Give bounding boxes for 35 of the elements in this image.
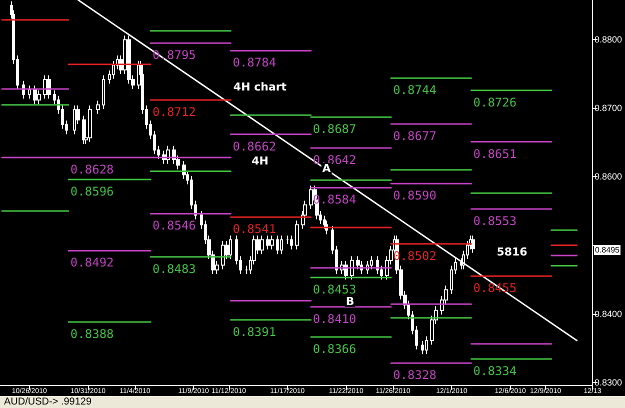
data-label: 0.8388: [70, 326, 114, 341]
data-label: 0.8391: [232, 324, 276, 339]
data-label: 0.8366: [312, 342, 356, 356]
data-label: 0.8784: [232, 56, 276, 70]
text: AUD/USD-> .99129: [4, 396, 92, 408]
y-tick-label: 0.8300: [594, 377, 622, 388]
annotation: 4H chart: [233, 80, 287, 94]
data-label: 0.8590: [393, 188, 436, 203]
data-label: 0.8334: [473, 364, 517, 378]
y-tick-label: 0.8600: [594, 172, 622, 182]
annotation: B: [346, 294, 354, 308]
data-label: 0.8726: [473, 95, 517, 110]
data-label: 0.8492: [70, 256, 114, 270]
text: 0.8495: [595, 246, 620, 254]
data-label: 0.8483: [152, 262, 196, 276]
data-label: 0.8677: [393, 128, 436, 143]
data-label: 0.8546: [152, 218, 196, 233]
data-label: 0.8541: [232, 222, 276, 236]
data-label: 0.8553: [473, 214, 517, 228]
data-label: 0.8628: [70, 162, 114, 177]
y-tick-label: 0.8700: [594, 103, 622, 114]
y-tick-label: 0.8400: [594, 308, 622, 319]
data-label: 0.8328: [393, 368, 436, 382]
annotation: 5816: [496, 246, 528, 258]
data-label: 0.8687: [312, 122, 356, 136]
data-label: 0.8662: [232, 139, 276, 154]
data-label: 0.8453: [312, 282, 356, 296]
data-label: 0.8596: [70, 184, 114, 198]
data-label: 0.8651: [473, 146, 517, 161]
annotation: A: [322, 162, 332, 175]
annotation: 4H: [252, 154, 268, 168]
data-label: 0.8744: [393, 83, 436, 98]
data-label: 0.8410: [312, 312, 356, 326]
data-label: 0.8712: [152, 105, 196, 120]
y-tick-label: 0.8800: [594, 34, 622, 45]
